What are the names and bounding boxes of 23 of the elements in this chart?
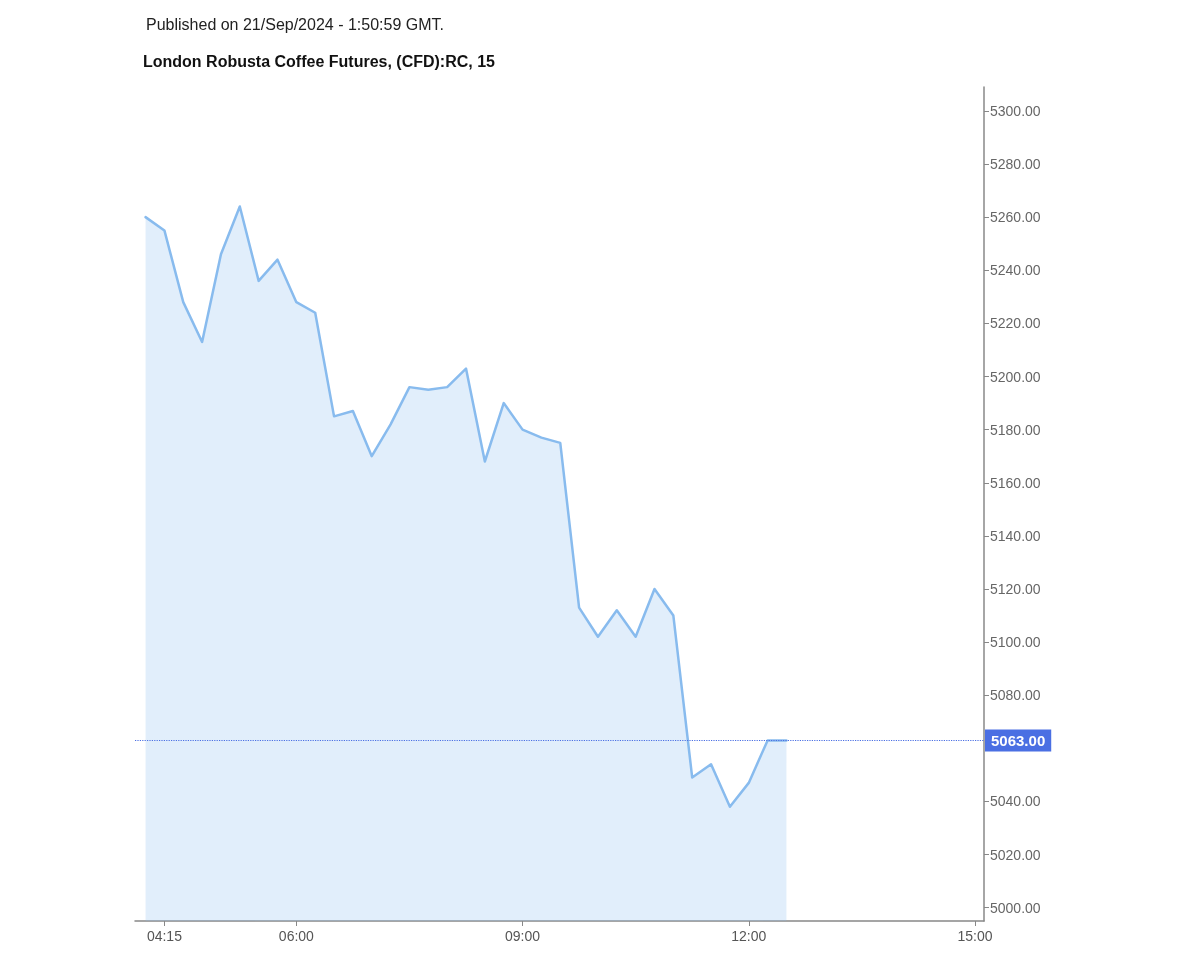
y-tick-label: 5140.00 [990, 527, 1041, 544]
y-tick-label: 5020.00 [990, 846, 1041, 863]
y-tick-label: 5280.00 [990, 156, 1041, 173]
y-tick-label: 5000.00 [990, 899, 1041, 916]
y-tick-label: 5300.00 [990, 102, 1041, 119]
y-tick-label: 5040.00 [990, 793, 1041, 810]
y-tick-label: 5160.00 [990, 474, 1041, 491]
x-tick-label: 15:00 [957, 928, 993, 944]
chart-title: London Robusta Coffee Futures, (CFD):RC, 15 [143, 52, 496, 70]
y-tick-label: 5200.00 [990, 368, 1041, 385]
x-tick-label: 04:15 [146, 928, 183, 944]
x-tick-label: 06:00 [278, 928, 315, 944]
y-tick-label: 5180.00 [990, 421, 1041, 438]
x-tick-label: 09:00 [505, 928, 541, 944]
y-tick-label: 5120.00 [990, 580, 1041, 597]
y-tick-label: 5080.00 [990, 687, 1041, 704]
y-tick-label: 5260.00 [990, 209, 1041, 226]
y-tick-label: 5240.00 [990, 262, 1041, 279]
ref-line-label: 5063.00 [991, 731, 1046, 749]
text: Published on 21/Sep/2024 - 1:50:59 GMT. [146, 15, 444, 33]
y-tick-label: 5100.00 [990, 634, 1041, 651]
x-tick-label: 12:00 [731, 928, 767, 944]
y-tick-label: 5220.00 [990, 315, 1041, 332]
